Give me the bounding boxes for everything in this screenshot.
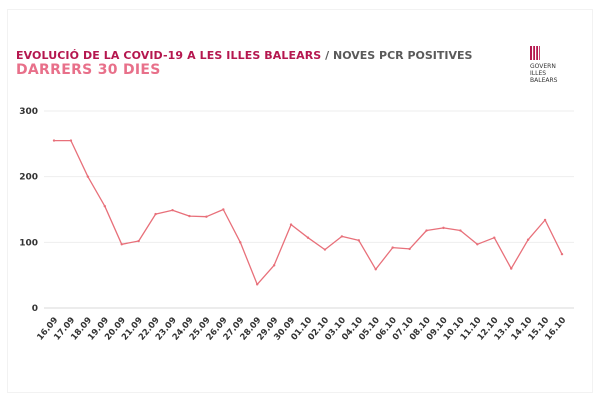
title-main: EVOLUCIÓ DE LA COVID-19 A LES ILLES BALE… [16, 49, 322, 62]
data-point [476, 243, 479, 246]
data-point [357, 239, 360, 242]
data-point [391, 246, 394, 249]
data-point [69, 139, 73, 142]
data-point [205, 215, 208, 218]
data-point [154, 212, 157, 216]
govern-illes-balears-logo: GOVERN ILLES BALEARS [530, 46, 590, 90]
coat-of-arms-icon [530, 46, 540, 60]
data-point [306, 236, 310, 239]
series-line [54, 139, 563, 286]
data-point [442, 226, 445, 230]
grid-lines [44, 110, 574, 309]
data-point [256, 283, 259, 286]
data-point [120, 243, 123, 246]
y-axis-ticks: 0 100 200 300 [19, 107, 38, 314]
data-point [222, 208, 225, 211]
data-point [137, 239, 140, 243]
title-sub: NOVES PCR POSITIVES [333, 49, 473, 62]
data-point [459, 229, 462, 232]
data-point [374, 268, 377, 271]
data-point [188, 214, 191, 218]
data-point [493, 236, 496, 239]
y-tick-label: 300 [19, 107, 38, 117]
logo-line-1: GOVERN [530, 63, 556, 70]
data-point [425, 229, 428, 232]
chart-title: EVOLUCIÓ DE LA COVID-19 A LES ILLES BALE… [16, 44, 472, 63]
data-point [289, 223, 293, 226]
x-axis-ticks: 16.0917.0918.0919.0920.0921.0922.0923.09… [35, 315, 568, 342]
chart-subtitle: DARRERS 30 DIES [16, 62, 161, 78]
data-point [560, 252, 564, 256]
data-point [86, 175, 90, 178]
series-layer [52, 139, 564, 286]
data-point [510, 267, 513, 270]
title-separator: / [321, 49, 333, 62]
data-point [272, 264, 276, 267]
data-point [543, 218, 547, 222]
data-point [340, 235, 344, 238]
data-point [171, 208, 174, 212]
chart-card [8, 10, 592, 392]
data-point [323, 248, 327, 251]
data-point [526, 238, 530, 241]
y-tick-label: 200 [19, 173, 38, 183]
logo-line-3: BALEARS [530, 77, 558, 84]
logo-line-2: ILLES [530, 70, 547, 77]
y-tick-label: 100 [19, 238, 38, 248]
data-point [408, 247, 411, 251]
y-tick-label: 0 [32, 304, 38, 314]
data-point [52, 139, 56, 142]
data-point [239, 241, 242, 244]
data-point [103, 205, 107, 208]
